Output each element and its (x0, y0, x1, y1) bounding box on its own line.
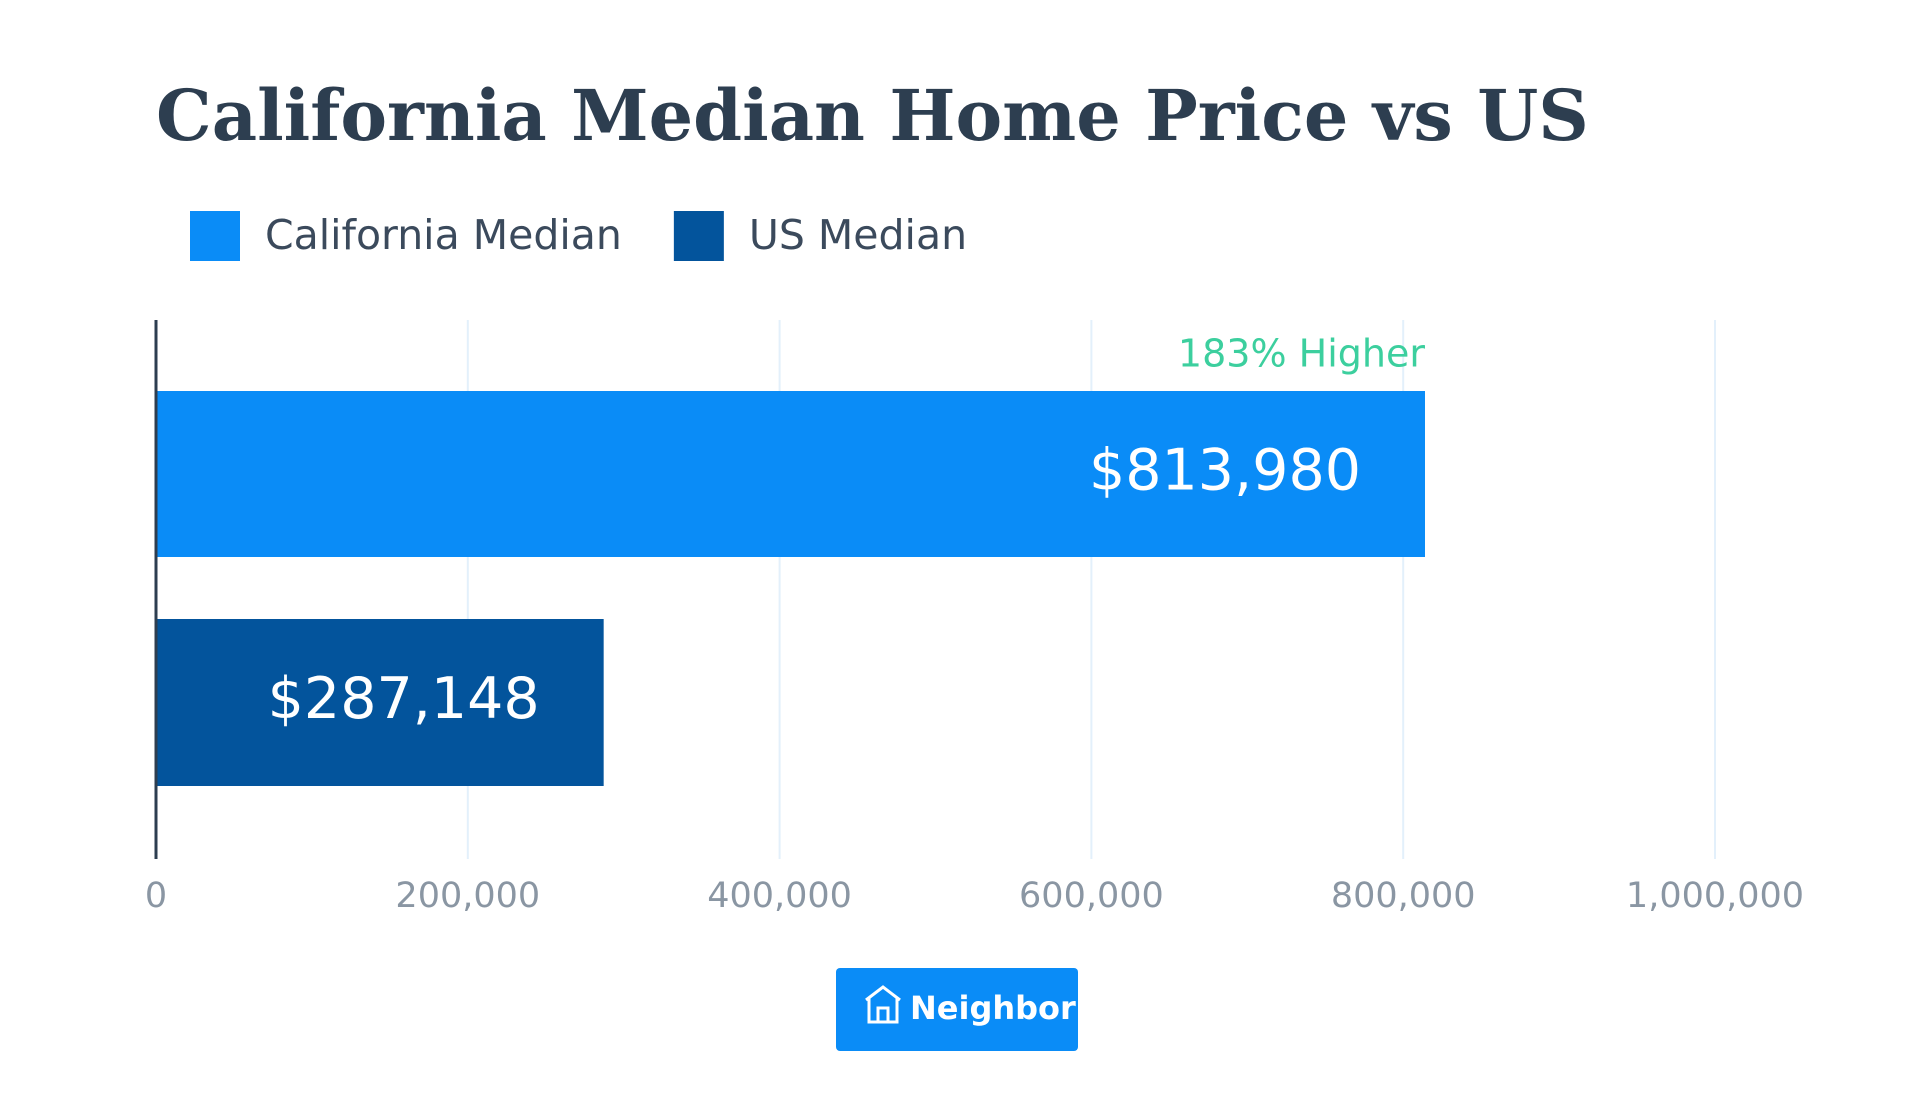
logo-text: Neighbor (910, 989, 1076, 1027)
bar (156, 619, 604, 786)
x-tick-label: 400,000 (707, 876, 852, 916)
legend-swatch (673, 211, 724, 261)
value-label: $813,980 (1089, 438, 1361, 504)
x-tick-label: 200,000 (395, 876, 540, 916)
x-tick-label: 1,000,000 (1626, 876, 1804, 916)
logo-box (836, 968, 1078, 1051)
annotation: 183% Higher (1178, 332, 1425, 376)
x-tick-label: 0 (145, 876, 167, 916)
x-tick-label: 600,000 (1019, 876, 1164, 916)
legend-label: US Median (749, 211, 967, 259)
chart-title: California Median Home Price vs US (156, 74, 1589, 157)
x-tick-label: 800,000 (1331, 876, 1476, 916)
legend-label: California Median (265, 211, 622, 259)
value-label: $287,148 (268, 666, 540, 732)
legend-swatch (190, 211, 240, 261)
logo-icon (865, 985, 901, 1024)
bar (156, 391, 1425, 557)
